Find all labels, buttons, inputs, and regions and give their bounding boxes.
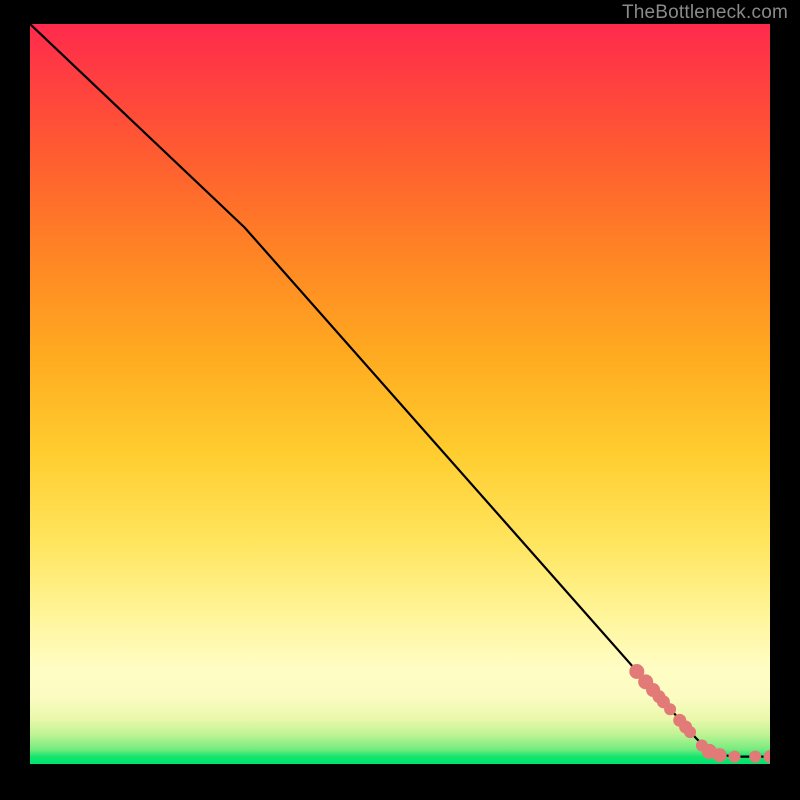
data-marker bbox=[749, 751, 761, 763]
plot-background bbox=[30, 24, 770, 764]
bottleneck-chart bbox=[0, 0, 800, 800]
data-marker bbox=[728, 751, 740, 763]
data-marker bbox=[764, 750, 777, 763]
data-marker bbox=[664, 703, 676, 715]
data-marker bbox=[684, 726, 696, 738]
data-marker bbox=[713, 748, 727, 762]
chart-stage: TheBottleneck.com bbox=[0, 0, 800, 800]
